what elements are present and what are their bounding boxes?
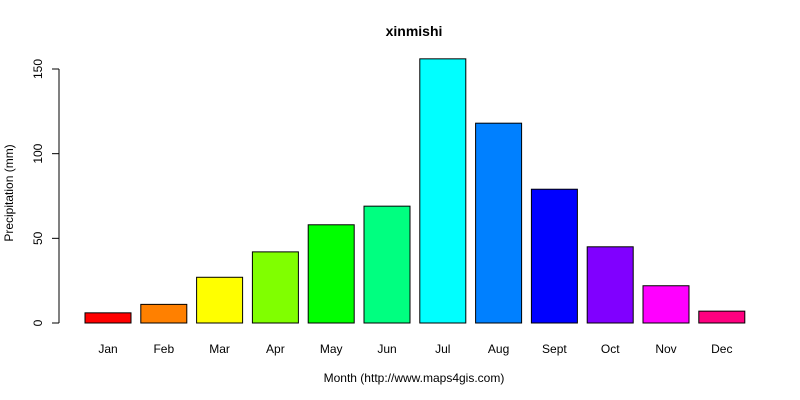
x-tick-label-jan: Jan [98, 342, 117, 356]
x-tick-label-aug: Aug [488, 342, 509, 356]
x-tick-label-jul: Jul [435, 342, 450, 356]
x-tick-label-dec: Dec [711, 342, 732, 356]
bars-group [84, 58, 746, 324]
x-tick-label-oct: Oct [601, 342, 620, 356]
chart-title: xinmishi [386, 23, 443, 39]
x-tick-label-feb: Feb [153, 342, 174, 356]
y-tick-label: 0 [31, 319, 45, 326]
x-tick-labels: Jan Feb Mar Apr May Jun Jul Aug Sept Oct Nov Dec [98, 342, 732, 356]
x-tick-label-sept: Sept [542, 342, 567, 356]
x-axis-label: Month (http://www.maps4gis.com) [324, 371, 505, 385]
bar-may [307, 224, 355, 324]
y-tick-label: 150 [31, 59, 45, 79]
x-tick-label-nov: Nov [655, 342, 676, 356]
bar-sept [530, 188, 578, 324]
bar-feb [140, 303, 188, 324]
bar-dec [698, 310, 746, 324]
bar-aug [475, 122, 523, 324]
bar-oct [586, 246, 634, 324]
x-tick-label-apr: Apr [266, 342, 285, 356]
bar-mar [196, 276, 244, 324]
y-tick-label: 50 [31, 231, 45, 245]
x-tick-label-jun: Jun [377, 342, 396, 356]
bar-jun [363, 205, 411, 324]
y-axis: 0 50 100 150 [31, 59, 60, 326]
y-axis-label: Precipitation (mm) [2, 144, 16, 241]
bar-nov [642, 285, 690, 324]
bar-jan [84, 312, 132, 324]
x-tick-label-may: May [320, 342, 343, 356]
bar-apr [251, 251, 299, 324]
bar-jul [419, 58, 467, 324]
x-tick-label-mar: Mar [209, 342, 230, 356]
y-tick-label: 100 [31, 143, 45, 163]
